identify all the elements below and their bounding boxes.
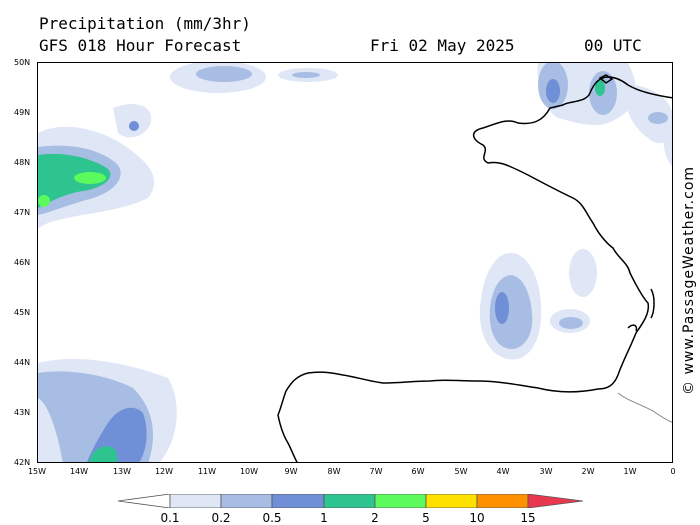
legend-label-0.5: 0.5	[262, 511, 282, 525]
legend-label-5: 5	[422, 511, 430, 525]
lon-label-11w: 11W	[197, 467, 217, 476]
legend-swatch-0.2-0.5	[220, 494, 273, 508]
site-credit: © www.PassageWeather.com	[681, 165, 697, 395]
legend-label-0.1: 0.1	[160, 511, 180, 525]
precipitation-map	[37, 62, 673, 463]
lon-label-8w: 8W	[327, 467, 341, 476]
lat-label-42n: 42N	[14, 458, 31, 467]
lon-label-15w: 15W	[27, 467, 47, 476]
precipitation-field	[38, 63, 672, 462]
legend-label-0.2: 0.2	[211, 511, 231, 525]
lon-label-9w: 9W	[284, 467, 298, 476]
lon-label-3w: 3W	[539, 467, 553, 476]
lon-label-4w: 4W	[496, 467, 510, 476]
legend-swatch-5-10	[425, 494, 478, 508]
lat-label-45n: 45N	[14, 308, 31, 317]
lon-label-0: 0	[670, 467, 676, 476]
legend-label-1: 1	[320, 511, 328, 525]
legend-swatch-0.1-0.2	[169, 494, 222, 508]
lat-label-43n: 43N	[14, 408, 31, 417]
lat-label-50n: 50N	[14, 58, 31, 67]
chart-title: Precipitation (mm/3hr)	[39, 14, 251, 33]
model-run-label: GFS 018 Hour Forecast	[39, 36, 242, 55]
lon-label-13w: 13W	[112, 467, 132, 476]
valid-time-label: 00 UTC	[584, 36, 642, 55]
lon-label-12w: 12W	[154, 467, 174, 476]
legend-swatch-0.5-1	[271, 494, 325, 508]
precipitation-legend	[118, 494, 583, 508]
lon-label-5w: 5W	[454, 467, 468, 476]
legend-label-2: 2	[371, 511, 379, 525]
legend-label-10: 10	[469, 511, 485, 525]
lon-label-7w: 7W	[369, 467, 383, 476]
lon-label-2w: 2W	[581, 467, 595, 476]
lat-label-48n: 48N	[14, 158, 31, 167]
legend-label-15: 15	[520, 511, 536, 525]
legend-swatch-10-15	[476, 494, 529, 508]
legend-swatch-below-0.1	[118, 494, 171, 508]
lat-label-47n: 47N	[14, 208, 31, 217]
lon-label-1w: 1W	[623, 467, 637, 476]
coastline	[277, 74, 672, 462]
legend-swatch-1-2	[323, 494, 376, 508]
valid-date-label: Fri 02 May 2025	[370, 36, 515, 55]
legend-swatch-2-5	[374, 494, 427, 508]
country-border	[617, 392, 672, 423]
lon-label-10w: 10W	[239, 467, 259, 476]
lat-label-44n: 44N	[14, 358, 31, 367]
legend-swatch-above-15	[527, 494, 583, 508]
lon-label-6w: 6W	[411, 467, 425, 476]
lat-label-49n: 49N	[14, 108, 31, 117]
lon-label-14w: 14W	[69, 467, 89, 476]
lat-label-46n: 46N	[14, 258, 31, 267]
map-canvas	[38, 63, 672, 462]
